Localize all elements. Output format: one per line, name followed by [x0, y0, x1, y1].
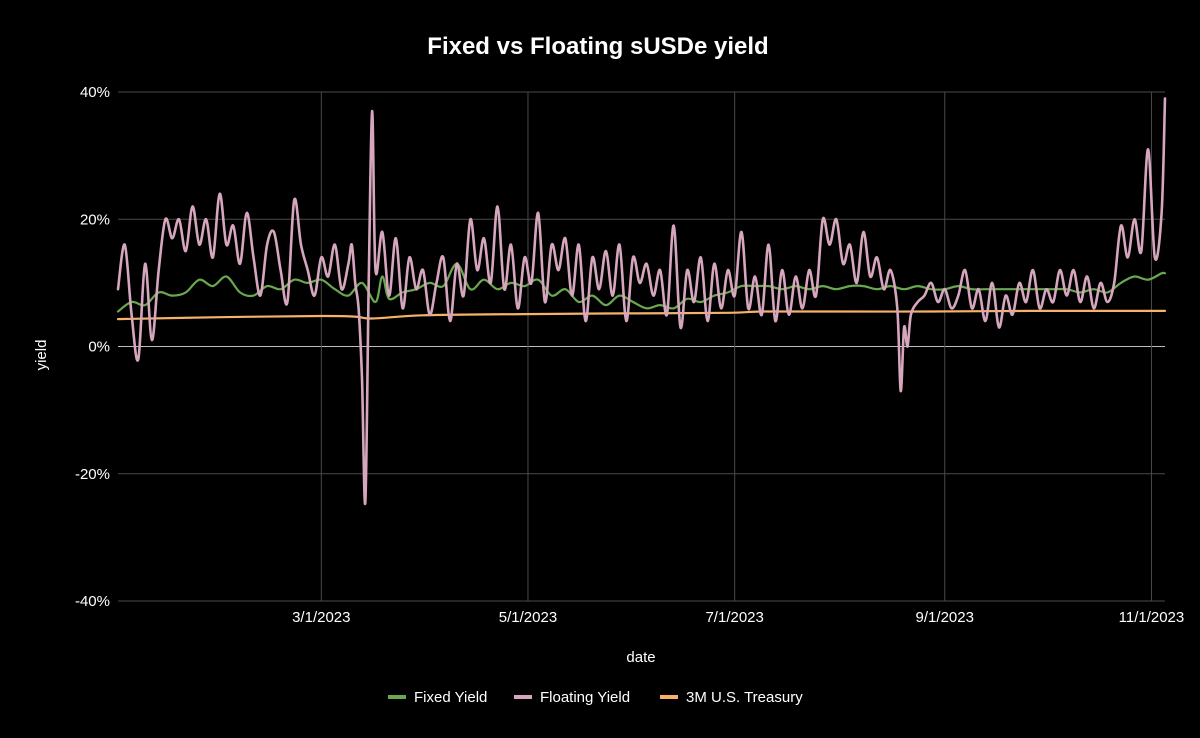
series-lines — [116, 97, 1167, 506]
y-tick-label: 0% — [88, 339, 110, 356]
x-tick-label: 7/1/2023 — [705, 609, 763, 626]
y-tick-label: 40% — [80, 84, 110, 101]
legend-fixed-yield: Fixed Yield — [388, 689, 487, 706]
series-line-floating-yield — [116, 97, 1167, 506]
legend: Fixed Yield Floating Yield 3M U.S. Treasur… — [388, 689, 803, 706]
legend-label: Floating Yield — [540, 689, 630, 706]
legend-3m-treasury: 3M U.S. Treasury — [660, 689, 803, 706]
y-axis-title: yield — [33, 340, 50, 371]
x-tick-label: 9/1/2023 — [916, 609, 974, 626]
x-tick-label: 3/1/2023 — [292, 609, 350, 626]
chart-title: Fixed vs Floating sUSDe yield — [427, 33, 768, 60]
x-tick-label: 5/1/2023 — [499, 609, 557, 626]
x-tick-label: 11/1/2023 — [1119, 609, 1185, 626]
series-line-3m-treasury — [116, 309, 1167, 321]
legend-floating-yield: Floating Yield — [514, 689, 630, 706]
x-axis-title: date — [626, 649, 655, 666]
y-tick-label: -20% — [75, 466, 110, 483]
gridlines — [118, 91, 1165, 602]
legend-label: Fixed Yield — [414, 689, 487, 706]
legend-label: 3M U.S. Treasury — [686, 689, 803, 706]
series-line-fixed-yield — [116, 262, 1167, 313]
y-axis-ticks: 40% 20% 0% -20% -40% — [75, 84, 110, 610]
y-tick-label: -40% — [75, 593, 110, 610]
y-tick-label: 20% — [80, 211, 110, 228]
x-axis-ticks: 3/1/2023 5/1/2023 7/1/2023 9/1/2023 11/1/202… — [292, 609, 1184, 626]
